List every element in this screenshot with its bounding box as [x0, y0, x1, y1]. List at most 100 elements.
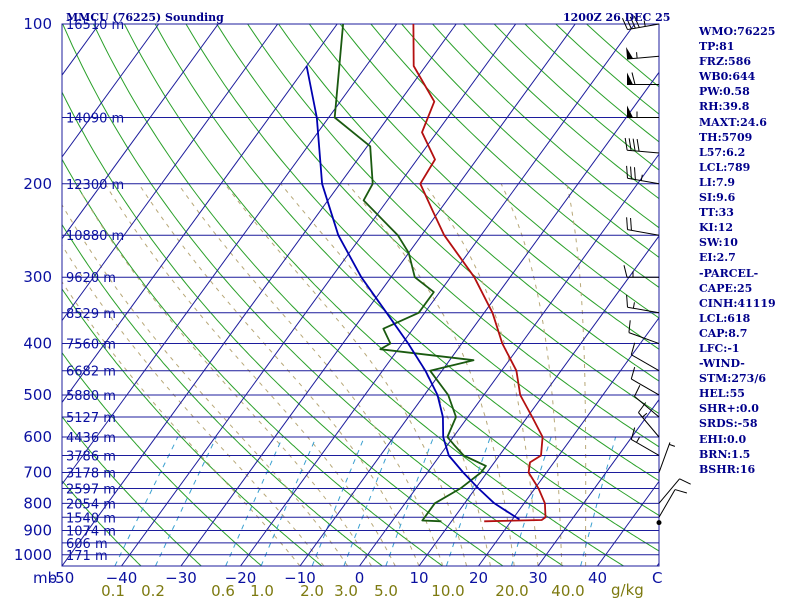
pressure-tick-label: 700: [23, 464, 52, 482]
pressure-tick-label: 900: [23, 521, 52, 539]
wind-barb: [628, 320, 660, 345]
height-label: 12300 m: [66, 178, 124, 193]
mixing-ratio-tick-label: 40.0: [551, 582, 584, 600]
index-item: CAPE:25: [699, 281, 753, 295]
pressure-tick-label: 500: [23, 386, 52, 404]
wind-barb: [626, 294, 660, 314]
index-item: KI:12: [699, 221, 734, 235]
height-label: 606 m: [66, 537, 108, 552]
dry-adiabats: [62, 24, 659, 566]
index-item: WB0:644: [699, 70, 756, 84]
temperature-tick-label: −30: [165, 569, 197, 587]
index-item: -WIND-: [699, 357, 745, 371]
pressure-tick-label: 400: [23, 335, 52, 353]
index-item: RH:39.8: [699, 100, 750, 114]
dry-adiabat: [62, 415, 202, 566]
dry-adiabat: [339, 24, 659, 319]
wind-barb: [623, 265, 659, 278]
isotherm-line: [62, 24, 160, 158]
dry-adiabat: [92, 24, 624, 566]
index-item: STM:273/6: [699, 372, 766, 386]
dry-adiabat: [123, 24, 659, 552]
isotherms: [62, 24, 659, 566]
pressure-tick-label: 300: [23, 268, 52, 286]
index-item: LFC:-1: [699, 341, 740, 355]
isotherm-line: [418, 235, 659, 566]
temperature-tick-label: −20: [225, 569, 257, 587]
dry-adiabat: [62, 288, 323, 566]
index-item: BSHR:16: [699, 462, 756, 476]
temperature-tick-label: −40: [106, 569, 138, 587]
wind-barb: [627, 105, 659, 118]
height-label: 1540 m: [66, 511, 116, 526]
plot-frame: [61, 23, 660, 567]
temperature-trace: [412, 24, 547, 523]
mixing-ratio-line: [445, 436, 491, 566]
moist-adiabat: [500, 183, 563, 566]
dry-adiabat: [401, 24, 659, 258]
moist-adiabat: [347, 183, 515, 566]
mixing-ratio-unit: g/kg: [611, 581, 644, 599]
dry-adiabat: [370, 24, 659, 289]
index-item: PW:0.58: [699, 85, 750, 99]
temperature-tick-label: 40: [588, 569, 607, 587]
dewpoint-trace: [333, 24, 487, 523]
mixing-ratio-tick-label: 1.0: [250, 582, 274, 600]
index-item: -PARCEL-: [699, 266, 759, 280]
pressure-tick-label: 800: [23, 494, 52, 512]
mixing-ratio-lines: [114, 436, 617, 566]
wind-barb: [621, 15, 660, 31]
index-item: EHI:0.0: [699, 432, 747, 446]
wind-barb: [630, 366, 660, 396]
dry-adiabat: [154, 24, 659, 517]
temperature-tick-label: 0: [355, 569, 365, 587]
moist-adiabat: [104, 183, 396, 566]
moist-adiabats: [62, 183, 587, 566]
moist-adiabat: [75, 183, 372, 566]
dry-adiabat: [62, 351, 262, 566]
wind-barb: [624, 137, 660, 154]
dry-adiabat: [308, 24, 659, 350]
wind-barbs: [621, 15, 691, 526]
temperature-tick-label: 10: [409, 569, 428, 587]
mixing-ratio-tick-label: 2.0: [300, 582, 324, 600]
sounding-traces: [305, 24, 547, 523]
pressure-tick-label: 600: [23, 428, 52, 446]
moist-adiabat: [138, 183, 420, 566]
mixing-ratio-tick-label: 20.0: [495, 582, 528, 600]
height-label: 16510 m: [66, 18, 124, 33]
mixing-ratio-tick-label: 10.0: [431, 582, 464, 600]
isotherm-line: [537, 398, 659, 566]
mixing-ratio-line: [343, 436, 395, 566]
height-label: 7560 m: [66, 338, 116, 353]
dry-adiabat: [62, 91, 504, 566]
index-item: TT:33: [699, 206, 734, 220]
height-label: 8529 m: [66, 307, 116, 322]
height-label: 2054 m: [66, 497, 116, 512]
isotherm-line: [359, 153, 659, 566]
mixing-ratio-line: [114, 436, 179, 566]
parcel-trace: [305, 65, 520, 521]
index-item: SHR+:0.0: [699, 402, 759, 416]
wind-barb: [630, 342, 660, 372]
isotherm-line: [180, 24, 576, 566]
isotherm-line: [62, 24, 279, 322]
index-item: EI:2.7: [699, 251, 736, 265]
isotherm-line: [299, 71, 659, 566]
pressure-tick-label: 1000: [14, 546, 52, 564]
index-item: SRDS:-58: [699, 417, 758, 431]
wind-barb: [626, 165, 660, 185]
isotherm-line: [240, 24, 636, 566]
index-item: HEL:55: [699, 387, 745, 401]
wind-barb: [658, 478, 691, 504]
index-item: BRN:1.5: [699, 447, 751, 461]
mixing-ratio-tick-label: 3.0: [334, 582, 358, 600]
height-label: 171 m: [66, 549, 108, 564]
wind-barb: [627, 72, 659, 85]
pressure-tick-label: 100: [23, 15, 52, 33]
temperature-tick-label: 20: [469, 569, 488, 587]
wind-barb: [658, 489, 688, 518]
isotherm-line: [62, 24, 457, 566]
dry-adiabat: [62, 158, 443, 566]
mixing-ratio-tick-label: 0.2: [141, 582, 165, 600]
